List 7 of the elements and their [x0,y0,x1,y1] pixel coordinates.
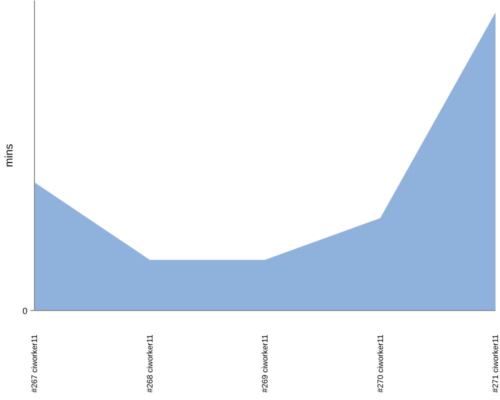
text: 0 [22,306,28,316]
x-tick-label: #267 ciworker11 [30,334,39,393]
x-tick-label: #270 ciworker11 [376,334,385,393]
x-tick-label: #268 ciworker11 [145,334,154,393]
y-axis-title: mins [3,143,16,168]
x-tick-label: #269 ciworker11 [260,334,270,393]
x-tick-label: #271 ciworker11 [491,334,500,393]
